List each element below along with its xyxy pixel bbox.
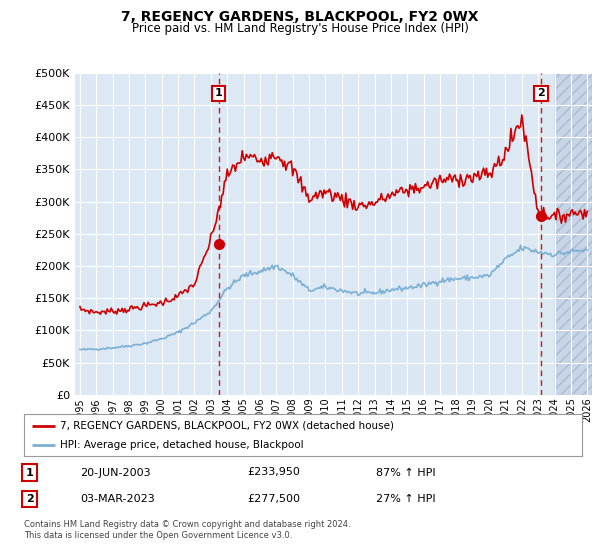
Bar — [554, 73, 592, 395]
Text: 2: 2 — [26, 494, 34, 504]
Text: 1: 1 — [26, 468, 34, 478]
Text: 03-MAR-2023: 03-MAR-2023 — [80, 494, 155, 504]
Text: 1: 1 — [215, 88, 223, 99]
Text: Contains HM Land Registry data © Crown copyright and database right 2024.
This d: Contains HM Land Registry data © Crown c… — [24, 520, 350, 540]
Bar — [554, 73, 592, 395]
Text: 7, REGENCY GARDENS, BLACKPOOL, FY2 0WX: 7, REGENCY GARDENS, BLACKPOOL, FY2 0WX — [121, 10, 479, 24]
Text: 20-JUN-2003: 20-JUN-2003 — [80, 468, 151, 478]
Text: £277,500: £277,500 — [247, 494, 300, 504]
Text: 2: 2 — [537, 88, 545, 99]
Text: Price paid vs. HM Land Registry's House Price Index (HPI): Price paid vs. HM Land Registry's House … — [131, 22, 469, 35]
Text: £233,950: £233,950 — [247, 468, 300, 478]
Text: 7, REGENCY GARDENS, BLACKPOOL, FY2 0WX (detached house): 7, REGENCY GARDENS, BLACKPOOL, FY2 0WX (… — [60, 421, 394, 431]
Text: 87% ↑ HPI: 87% ↑ HPI — [376, 468, 435, 478]
Text: HPI: Average price, detached house, Blackpool: HPI: Average price, detached house, Blac… — [60, 440, 304, 450]
Text: 27% ↑ HPI: 27% ↑ HPI — [376, 494, 435, 504]
